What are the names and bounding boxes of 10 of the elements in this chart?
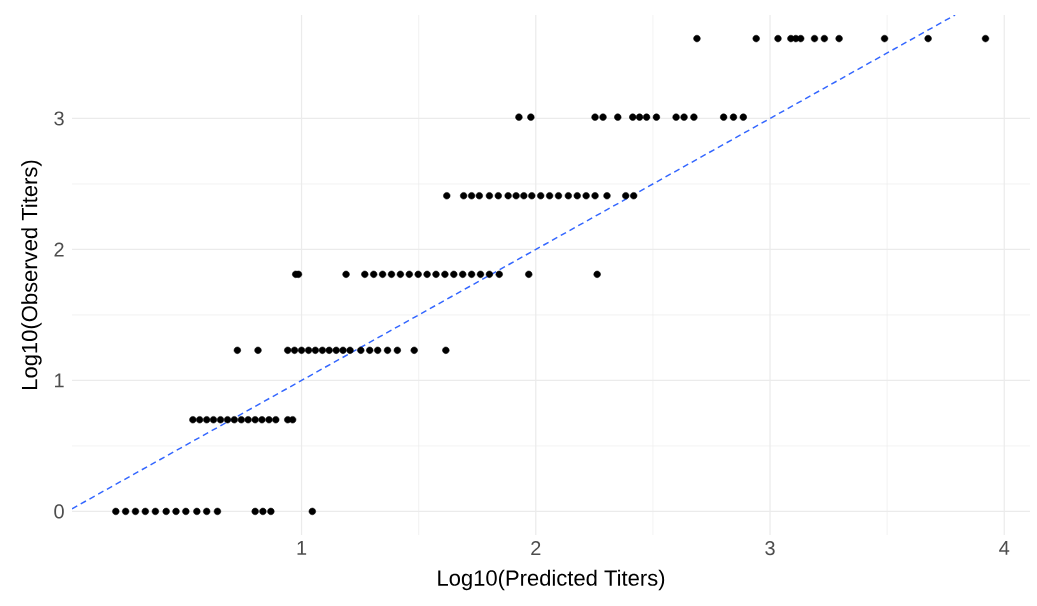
y-tick-label: 1: [55, 373, 64, 388]
x-tick-label: 1: [297, 541, 307, 555]
x-tick-label: 4: [999, 541, 1010, 555]
x-tick-label: 2: [531, 541, 541, 556]
x-axis-title: Log10(Predicted Titers): [438, 569, 665, 591]
y-axis-title: Log10(Observed Titers): [21, 160, 42, 389]
y-tick-label: 2: [54, 242, 64, 257]
x-tick-label: 3: [765, 541, 775, 556]
y-tick-label: 3: [54, 111, 64, 126]
y-tick-label: 0: [54, 504, 64, 519]
